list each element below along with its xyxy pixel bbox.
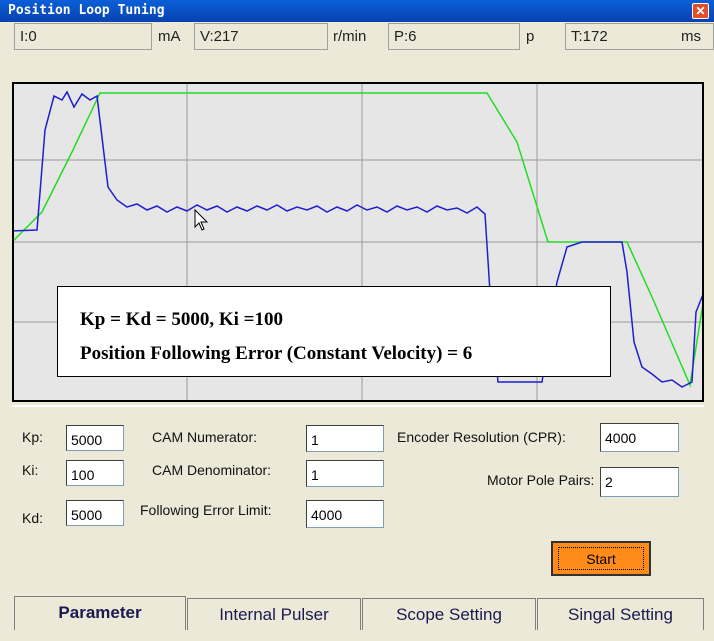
- status-unit: r/min: [333, 28, 367, 45]
- field-label: CAM Numerator:: [152, 429, 258, 445]
- text-input[interactable]: 1: [306, 460, 384, 487]
- parameter-panel: [12, 405, 704, 597]
- command-trace: [14, 92, 702, 388]
- text-input[interactable]: 1: [306, 425, 384, 452]
- tab[interactable]: Singal Setting: [537, 598, 704, 630]
- text-input[interactable]: 5000: [66, 425, 124, 451]
- status-field: I:0: [14, 23, 152, 50]
- start-button[interactable]: Start: [551, 541, 651, 576]
- annotation-box: Kp = Kd = 5000, Ki =100 Position Followi…: [57, 286, 611, 377]
- text-input[interactable]: 5000: [66, 500, 124, 526]
- field-label: Motor Pole Pairs:: [487, 472, 595, 488]
- focus-ring: [558, 547, 644, 570]
- field-label: Kp:: [22, 429, 44, 445]
- feedback-trace: [14, 90, 702, 388]
- tab-active[interactable]: Parameter: [14, 596, 186, 630]
- status-unit: mA: [158, 28, 181, 45]
- text-input[interactable]: 100: [66, 460, 124, 486]
- field-label: Following Error Limit:: [140, 502, 272, 518]
- text-input[interactable]: 4000: [306, 500, 384, 528]
- close-button[interactable]: ✕: [692, 3, 709, 19]
- button-label: Start: [586, 551, 616, 567]
- mouse-cursor: [194, 208, 209, 231]
- tab[interactable]: Internal Pulser: [187, 598, 361, 630]
- status-field: V:217: [194, 23, 328, 50]
- field-label: CAM Denominator:: [152, 462, 272, 478]
- text-input[interactable]: 2: [600, 467, 679, 497]
- annotation-line: Position Following Error (Constant Veloc…: [80, 343, 473, 364]
- field-label: Ki:: [22, 462, 39, 478]
- field-label: Kd:: [22, 510, 44, 526]
- status-unit: p: [526, 28, 535, 45]
- title-bar: [0, 0, 714, 22]
- status-unit: ms: [681, 28, 701, 45]
- tab[interactable]: Scope Setting: [362, 598, 536, 630]
- window-title: Position Loop Tuning: [8, 3, 165, 18]
- status-field: P:6: [388, 23, 520, 50]
- field-label: Encoder Resolution (CPR):: [397, 429, 566, 445]
- annotation-line: Kp = Kd = 5000, Ki =100: [80, 309, 283, 330]
- text-input[interactable]: 4000: [600, 423, 679, 452]
